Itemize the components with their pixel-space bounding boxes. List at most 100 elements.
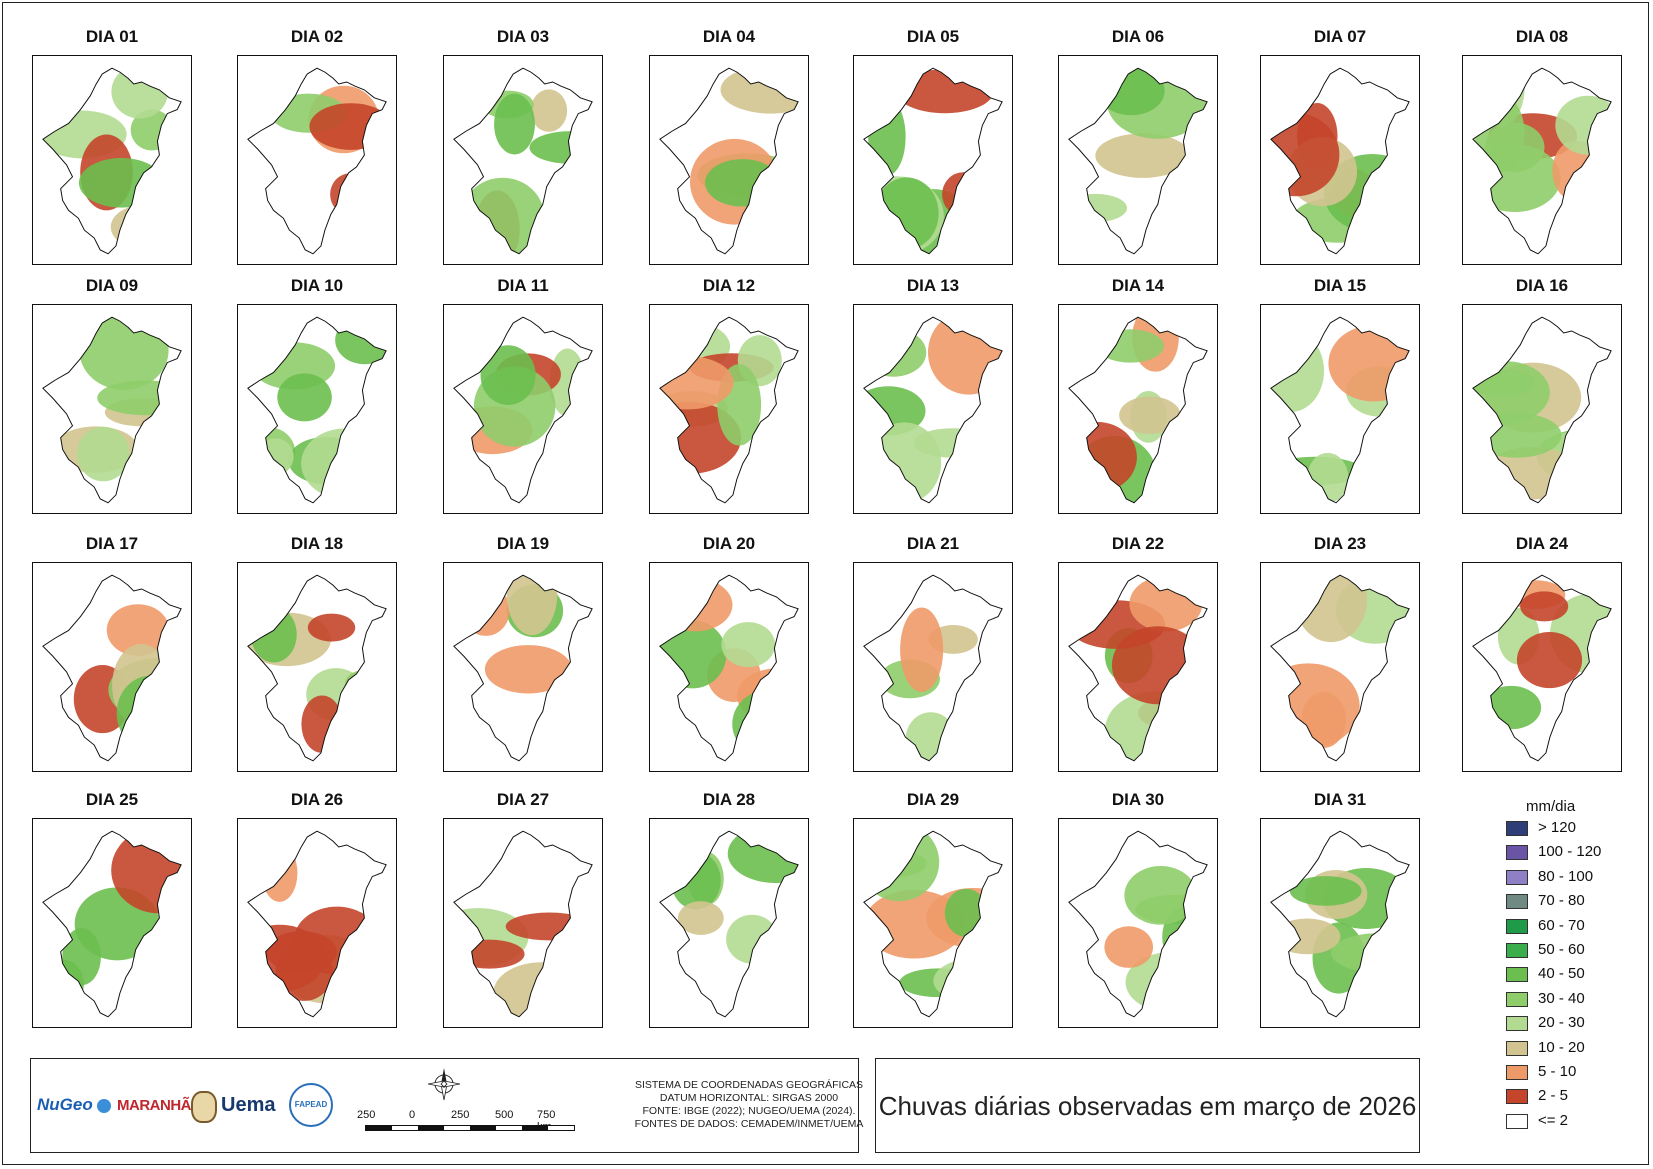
legend-label: 60 - 70 — [1538, 916, 1585, 934]
day-title: DIA 03 — [496, 27, 550, 46]
day-title: DIA 13 — [906, 276, 960, 295]
map-title: Chuvas diárias observadas em março de 20… — [878, 1091, 1417, 1121]
day-title: DIA 02 — [290, 27, 344, 46]
day-title: DIA 28 — [702, 790, 756, 809]
day-title: DIA 21 — [906, 534, 960, 553]
legend-swatch — [1506, 894, 1528, 910]
legend-swatch — [1506, 1016, 1528, 1032]
day-title: DIA 07 — [1313, 27, 1367, 46]
day-title: DIA 19 — [496, 534, 550, 553]
daily-rainfall-map — [649, 562, 809, 772]
daily-rainfall-map — [1462, 304, 1622, 514]
daily-rainfall-map — [1462, 562, 1622, 772]
daily-rainfall-map — [443, 55, 603, 265]
scale-label: 0 — [409, 1109, 416, 1121]
day-title: DIA 18 — [290, 534, 344, 553]
scale-label: 250 — [451, 1109, 470, 1121]
daily-rainfall-map — [237, 55, 397, 265]
day-title: DIA 04 — [702, 27, 756, 46]
legend-swatch — [1506, 1089, 1528, 1105]
scale-label: 500 — [495, 1109, 514, 1121]
daily-rainfall-map — [237, 562, 397, 772]
legend-label: > 120 — [1538, 819, 1576, 836]
daily-rainfall-map — [649, 818, 809, 1028]
maranhao-logo: MARANHÃO — [117, 1097, 203, 1114]
legend-swatch — [1506, 1040, 1528, 1056]
daily-rainfall-map — [32, 562, 192, 772]
day-title: DIA 12 — [702, 276, 756, 295]
daily-rainfall-map — [443, 562, 603, 772]
day-title: DIA 29 — [906, 790, 960, 809]
day-title: DIA 17 — [85, 534, 139, 553]
daily-rainfall-map — [853, 304, 1013, 514]
daily-rainfall-map — [1058, 818, 1218, 1028]
daily-rainfall-map — [1260, 818, 1420, 1028]
meta-line: SISTEMA DE COORDENADAS GEOGRÁFICAS — [634, 1079, 864, 1091]
meta-line: FONTES DE DADOS: CEMADEM/INMET/UEMA — [634, 1118, 864, 1130]
daily-rainfall-map — [1260, 562, 1420, 772]
legend-label: 20 - 30 — [1538, 1014, 1585, 1032]
day-title: DIA 25 — [85, 790, 139, 809]
day-title: DIA 10 — [290, 276, 344, 295]
credits-box: NuGeo MARANHÃO Uema FAPEAD 250 0 250 500… — [30, 1058, 863, 1153]
legend-swatch — [1506, 967, 1528, 983]
meta-line: DATUM HORIZONTAL: SIRGAS 2000 — [659, 1092, 839, 1104]
day-title: DIA 31 — [1313, 790, 1367, 809]
day-title: DIA 09 — [85, 276, 139, 295]
daily-rainfall-map — [1260, 304, 1420, 514]
daily-rainfall-map — [32, 55, 192, 265]
daily-rainfall-map — [443, 818, 603, 1028]
daily-rainfall-map — [32, 818, 192, 1028]
daily-rainfall-map — [443, 304, 603, 514]
legend-title: mm/dia — [1526, 798, 1576, 815]
legend-swatch — [1506, 845, 1528, 861]
legend-swatch — [1506, 943, 1528, 958]
daily-rainfall-map — [1260, 55, 1420, 265]
legend-swatch — [1506, 821, 1528, 836]
daily-rainfall-map — [853, 818, 1013, 1028]
day-title: DIA 23 — [1313, 534, 1367, 553]
day-title: DIA 01 — [85, 27, 139, 46]
legend-label: 100 - 120 — [1538, 843, 1602, 861]
legend-swatch — [1506, 1065, 1528, 1080]
legend-swatch — [1506, 991, 1528, 1007]
scale-bar: 250 0 250 500 750 km — [355, 1109, 575, 1139]
daily-rainfall-map — [237, 818, 397, 1028]
day-title: DIA 26 — [290, 790, 344, 809]
legend-label: 5 - 10 — [1538, 1063, 1577, 1080]
coordinate-system-info: SISTEMA DE COORDENADAS GEOGRÁFICAS DATUM… — [629, 1079, 869, 1131]
day-title: DIA 20 — [702, 534, 756, 553]
daily-rainfall-map — [1462, 55, 1622, 265]
legend-label: <= 2 — [1538, 1111, 1569, 1129]
legend-label: 70 - 80 — [1538, 892, 1585, 910]
day-title: DIA 08 — [1515, 27, 1569, 46]
daily-rainfall-map — [853, 562, 1013, 772]
day-title: DIA 24 — [1515, 534, 1569, 553]
day-title: DIA 27 — [496, 790, 550, 809]
daily-rainfall-map — [649, 55, 809, 265]
nugeo-logo: NuGeo — [37, 1095, 112, 1115]
legend-label: 40 - 50 — [1538, 965, 1585, 983]
legend-label: 10 - 20 — [1538, 1038, 1585, 1056]
legend-swatch — [1506, 869, 1528, 885]
legend-label: 50 - 60 — [1538, 941, 1585, 958]
legend-swatch — [1506, 1113, 1528, 1129]
daily-rainfall-map — [1058, 304, 1218, 514]
day-title: DIA 22 — [1111, 534, 1165, 553]
legend-label: 30 - 40 — [1538, 989, 1585, 1007]
title-box: Chuvas diárias observadas em março de 20… — [875, 1058, 1420, 1153]
daily-rainfall-map — [237, 304, 397, 514]
daily-rainfall-map — [649, 304, 809, 514]
daily-rainfall-map — [1058, 562, 1218, 772]
state-seal — [191, 1091, 217, 1123]
north-arrow-icon — [427, 1068, 461, 1101]
uema-logo: Uema — [221, 1094, 276, 1116]
day-title: DIA 16 — [1515, 276, 1569, 295]
day-title: DIA 30 — [1111, 790, 1165, 809]
daily-rainfall-map — [32, 304, 192, 514]
day-title: DIA 14 — [1111, 276, 1165, 295]
fapead-logo: FAPEAD — [289, 1083, 333, 1127]
day-title: DIA 05 — [906, 27, 960, 46]
day-title: DIA 11 — [497, 276, 549, 295]
